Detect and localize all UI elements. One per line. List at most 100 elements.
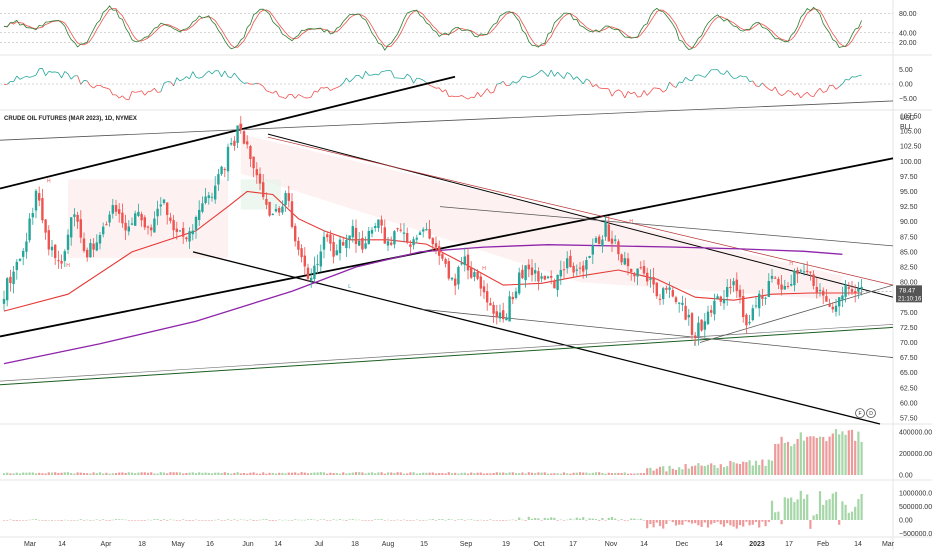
candle [646, 272, 649, 282]
momentum-segment [778, 92, 782, 97]
volume-bar [15, 472, 18, 475]
candle [70, 217, 73, 238]
momentum-segment [611, 91, 616, 97]
delta-bar [406, 520, 409, 521]
volume-bar [473, 473, 476, 475]
momentum-segment [240, 80, 245, 84]
volume-bar [217, 472, 220, 475]
volume-bar [745, 462, 748, 475]
last-price-tag [896, 285, 922, 303]
time-tick-label: 19 [502, 541, 510, 548]
volume-bar [66, 472, 70, 475]
delta-bar [454, 520, 457, 521]
candle [684, 305, 687, 320]
momentum-segment [330, 88, 334, 91]
scale-button [866, 408, 876, 419]
candle [102, 226, 105, 235]
momentum-segment [83, 80, 88, 82]
pivot-marker: H [482, 266, 486, 272]
candle [287, 193, 290, 201]
volume-bar [246, 473, 249, 475]
candle [172, 220, 175, 231]
volume-bar [642, 472, 646, 475]
volume-bar [335, 472, 338, 475]
volume-bar [556, 473, 559, 475]
momentum-segment [736, 75, 741, 79]
volume-bar [674, 469, 678, 475]
momentum-segment [224, 70, 229, 77]
momentum-segment [858, 74, 862, 77]
candle [118, 209, 121, 214]
momentum-segment [128, 91, 133, 101]
momentum-segment [621, 91, 626, 99]
volume-bar [559, 473, 562, 475]
momentum-segment [531, 74, 536, 77]
candle [569, 255, 572, 268]
price-unit-usd: USD [900, 115, 915, 122]
volume-bar [409, 472, 412, 475]
volume-bar [834, 429, 838, 475]
momentum-segment [70, 75, 75, 80]
delta-bar [562, 520, 566, 521]
volume-bar [255, 473, 258, 475]
volume-bar [182, 473, 185, 475]
time-tick-label: Aug [382, 541, 395, 548]
delta-bar [543, 517, 546, 520]
delta-bar [601, 518, 604, 520]
stochastic-pane [0, 5, 893, 51]
delta-bar [700, 520, 703, 527]
indicator-tick-label: 0.00 [899, 82, 913, 89]
candle [38, 193, 41, 201]
momentum-segment [170, 81, 174, 87]
time-axis[interactable]: Mar 14 Apr 18 May 16 Jun 14 Jul 18 Aug 15 Sep 19 Oct 17… [24, 541, 895, 548]
volume-bar [630, 473, 633, 475]
candle [527, 264, 530, 270]
delta-bar [639, 518, 642, 520]
price-axis[interactable]: 107.50 105.00 102.50 100.00 97.50 95.00 92.50 9… [896, 114, 922, 423]
delta-bar [274, 520, 278, 521]
time-tick-label: Mar [882, 541, 895, 548]
candle [834, 305, 838, 312]
candle [758, 293, 761, 309]
delta-bar [575, 517, 578, 520]
candle [534, 270, 537, 274]
volume-bar [367, 472, 370, 475]
candle [12, 271, 15, 285]
candle [316, 263, 319, 265]
volume-bar [226, 472, 230, 475]
candle [393, 231, 396, 245]
candle [857, 288, 860, 292]
momentum-segment [823, 91, 827, 93]
candle [204, 196, 207, 203]
volume-bar [82, 472, 86, 475]
momentum-segment [179, 78, 184, 82]
indicator-axes: 80.00 40.00 20.00 5.00 0.00 −5.00 400000.00 200… [899, 11, 932, 538]
candle [54, 244, 57, 259]
momentum-segment [182, 76, 187, 80]
delta-bar [258, 519, 262, 521]
delta-bar [444, 519, 447, 521]
delta-bar [578, 518, 582, 520]
volume-bar [268, 472, 271, 475]
volume-bar [521, 472, 524, 475]
volume-bar [470, 472, 473, 475]
volume-bar [838, 434, 841, 475]
volume-bar [31, 472, 34, 475]
momentum-segment [234, 72, 238, 78]
volume-bar [345, 473, 348, 475]
volume-bar [332, 473, 335, 475]
delta-bar [706, 520, 710, 528]
delta-bar [262, 519, 265, 520]
volume-bar [89, 473, 92, 475]
candle [575, 269, 578, 271]
momentum-segment [243, 82, 248, 84]
candle [76, 214, 79, 222]
candle [198, 209, 201, 220]
delta-bar [361, 520, 364, 521]
price-tick-label: 75.00 [900, 310, 918, 317]
momentum-segment [64, 71, 69, 75]
volume-bar [169, 472, 172, 475]
volume-bar [815, 437, 818, 475]
price-pane[interactable]: H H L H L H H H F D [0, 75, 894, 425]
